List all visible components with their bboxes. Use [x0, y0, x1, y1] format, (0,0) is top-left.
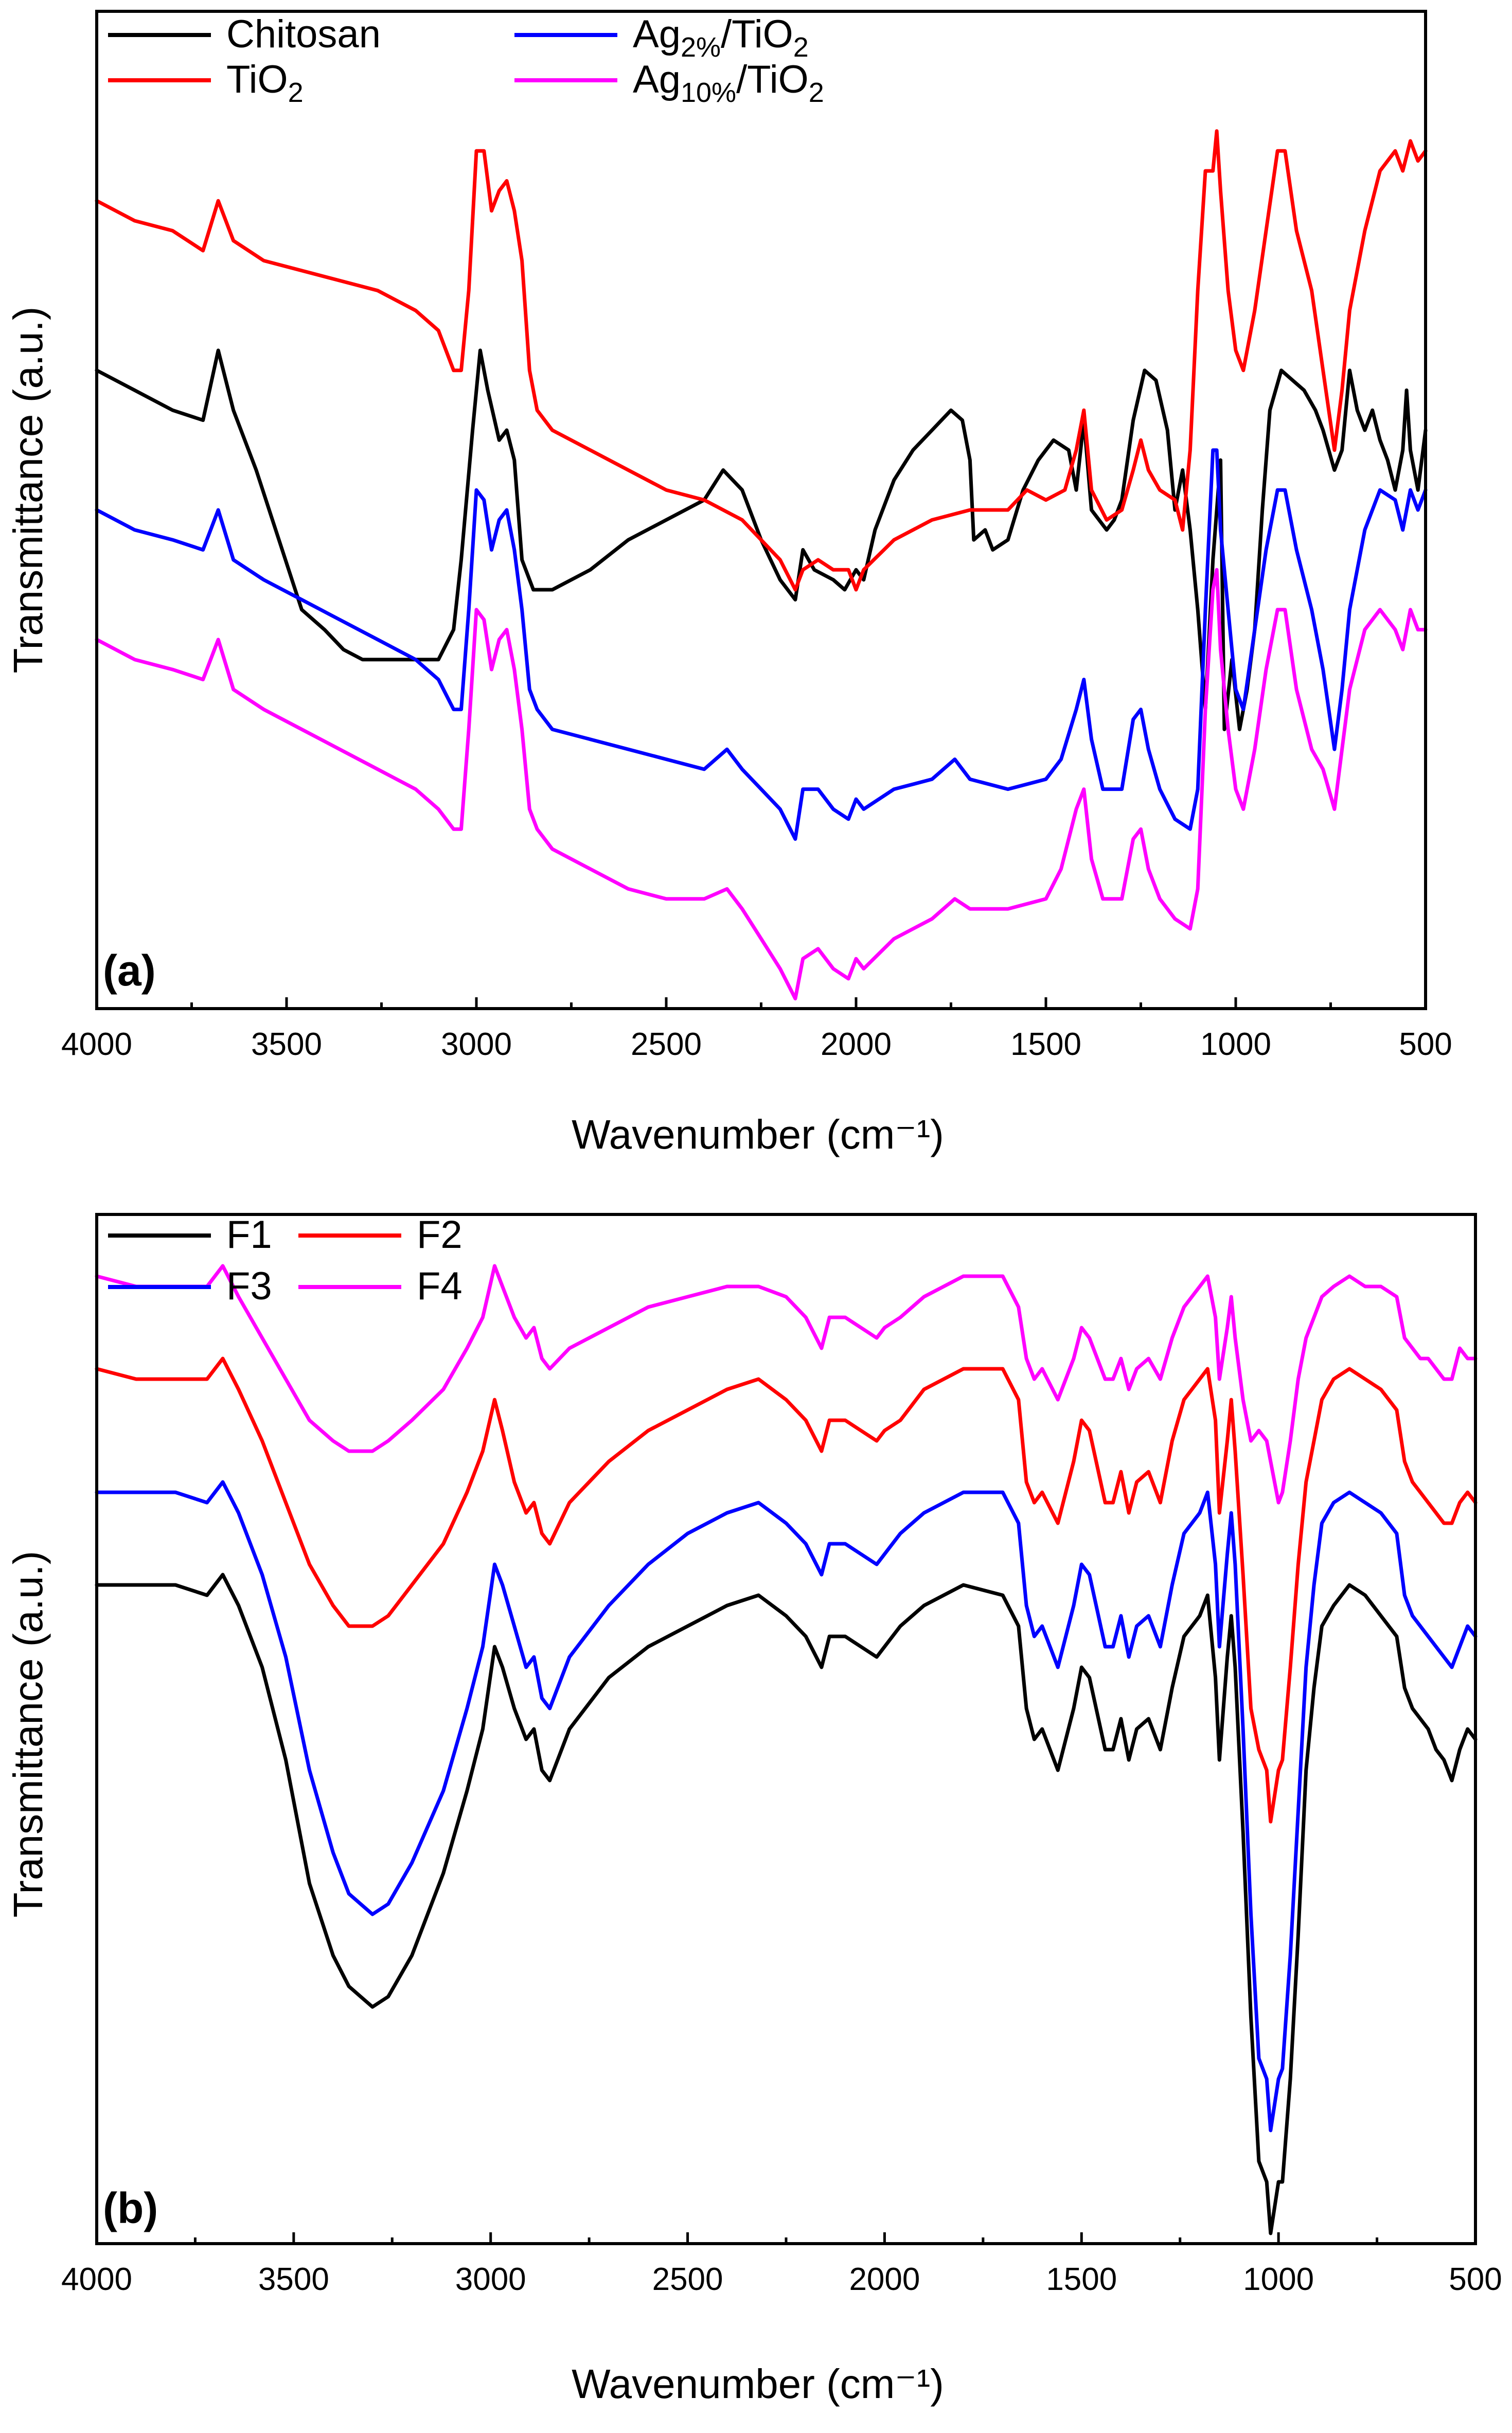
- plot-frame: [95, 10, 1427, 1010]
- series-f3: [95, 1480, 1478, 2132]
- x-tick-label: 1000: [1200, 1027, 1271, 1062]
- x-axis-title: Wavenumber (cm⁻¹): [572, 2361, 944, 2407]
- x-tick-label: 500: [1449, 2262, 1502, 2297]
- x-tick-label: 1500: [1046, 2262, 1117, 2297]
- panel-label: (b): [103, 2184, 158, 2232]
- x-tick-label: 4000: [61, 2262, 132, 2297]
- x-tick-label: 2000: [821, 1027, 892, 1062]
- x-tick-label: 2000: [849, 2262, 920, 2297]
- series-chitosan: [95, 348, 1428, 731]
- x-axis-ticks: 4000 3500 3000 2500 2000 1500 1000 500: [61, 997, 1452, 1062]
- panel-label: (a): [103, 946, 156, 995]
- legend-label: TiO2: [226, 58, 304, 108]
- series-layer: [95, 129, 1428, 1001]
- x-tick-label: 2500: [652, 2262, 723, 2297]
- series-f2: [95, 1356, 1478, 1824]
- x-tick-label: 3000: [441, 1027, 512, 1062]
- series-f1: [95, 1573, 1478, 2235]
- legend-label: Ag2%/TiO2: [633, 12, 809, 63]
- legend: F1 F2 F3 F4: [108, 1213, 463, 1308]
- series-f4: [95, 1264, 1478, 1505]
- x-tick-label: 2500: [631, 1027, 702, 1062]
- legend-label: Chitosan: [226, 12, 381, 56]
- x-tick-label: 3500: [251, 1027, 322, 1062]
- chart-panel-a: Transmittance (a.u.) Wavenumber (cm⁻¹) 4…: [5, 10, 1452, 1157]
- legend-label: F3: [226, 1264, 272, 1308]
- legend-label: F4: [417, 1264, 463, 1308]
- x-axis-title: Wavenumber (cm⁻¹): [572, 1112, 944, 1157]
- x-tick-label: 1500: [1010, 1027, 1081, 1062]
- series-ag2-tio2: [95, 448, 1428, 841]
- y-axis-title: Transmittance (a.u.): [5, 307, 51, 674]
- y-axis-title: Transmittance (a.u.): [5, 1551, 51, 1918]
- legend-label: F1: [226, 1213, 272, 1257]
- x-tick-label: 3000: [455, 2262, 526, 2297]
- legend-label: Ag10%/TiO2: [633, 58, 824, 108]
- series-ag10-tio2: [95, 568, 1428, 1001]
- series-tio2: [95, 129, 1428, 592]
- x-tick-label: 4000: [61, 1027, 132, 1062]
- chart-panel-b: Transmittance (a.u.) Wavenumber (cm⁻¹) 4…: [5, 1213, 1502, 2407]
- x-axis-ticks: 4000 3500 3000 2500 2000 1500 1000 500: [61, 2232, 1502, 2297]
- x-tick-label: 500: [1399, 1027, 1452, 1062]
- plot-frame: [95, 1213, 1477, 2245]
- x-tick-label: 1000: [1243, 2262, 1314, 2297]
- x-tick-label: 3500: [258, 2262, 329, 2297]
- series-layer: [95, 1264, 1478, 2235]
- legend-label: F2: [417, 1213, 463, 1257]
